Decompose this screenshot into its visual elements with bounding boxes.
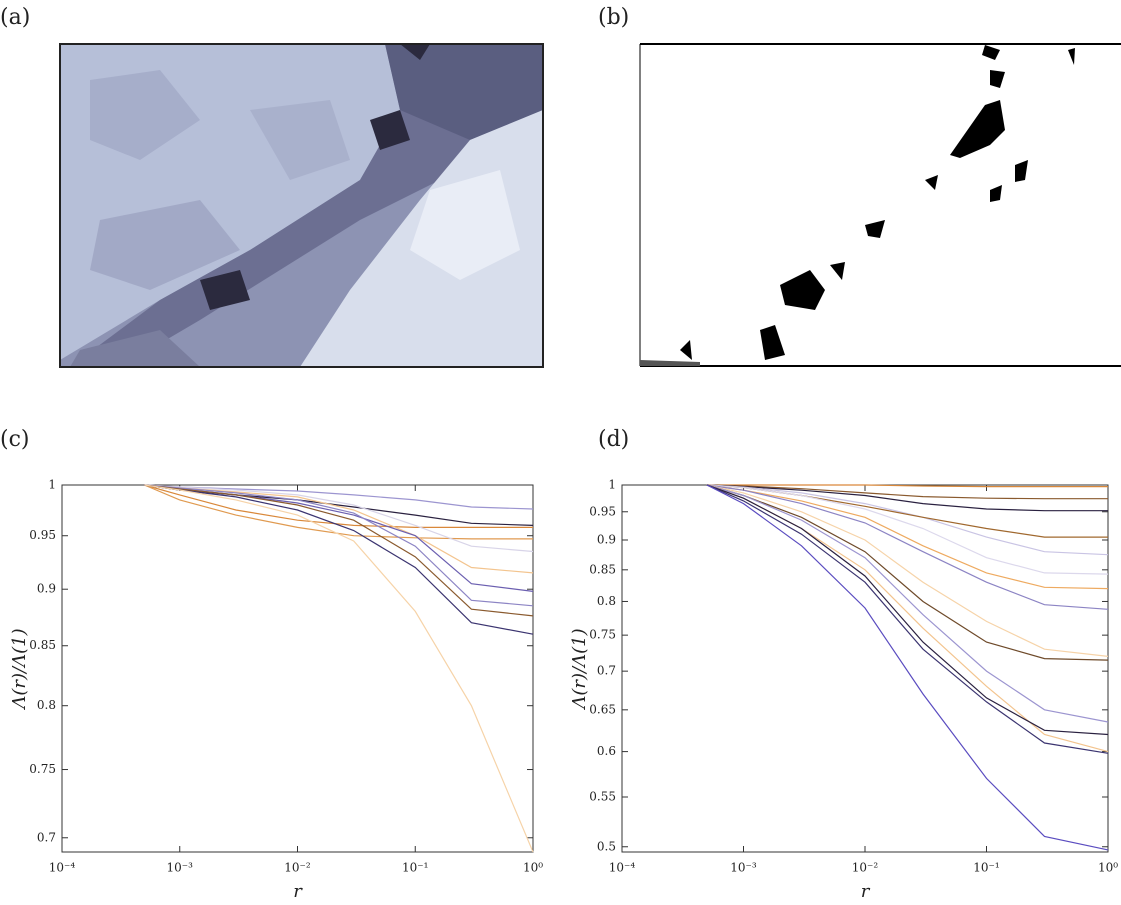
line: [706, 484, 1109, 753]
x-tick-label: 10⁻⁴: [609, 861, 636, 875]
line: [706, 484, 1108, 512]
x-tick-label: 10⁻²: [284, 861, 311, 875]
line: [706, 484, 1109, 851]
panel-label: (b): [598, 5, 629, 30]
photo: [59, 43, 544, 368]
line: [144, 484, 534, 607]
plot-frame: [61, 484, 534, 853]
x-tick-label: 10⁻¹: [402, 861, 428, 875]
y-tick-label: 0.6: [597, 744, 616, 758]
line: [706, 484, 1108, 500]
x-tick-label: 10⁻³: [730, 861, 757, 875]
y-tick-label: 1: [48, 478, 56, 492]
y-tick-label: 0.7: [597, 664, 616, 678]
x-tick-label: 10⁰: [1098, 861, 1118, 875]
panel-label: (c): [0, 427, 30, 452]
binary-image: [639, 43, 1121, 367]
panel-label: (a): [0, 5, 30, 30]
line: [144, 484, 534, 553]
line: [706, 484, 1109, 723]
line: [144, 484, 534, 853]
y-tick-label: 0.9: [597, 532, 616, 546]
y-tick-label: 0.95: [589, 504, 616, 518]
line: [144, 484, 534, 617]
y-axis-label: Λ(r)/Λ(1): [9, 628, 30, 710]
y-tick-label: 0.55: [589, 790, 616, 804]
y-tick-label: 0.85: [589, 562, 616, 576]
line: [706, 484, 1108, 488]
x-tick-label: 10⁻³: [167, 861, 194, 875]
line: [706, 484, 1109, 657]
x-tick-label: 10⁻¹: [973, 861, 999, 875]
panel-label: (d): [598, 427, 629, 452]
y-tick-label: 0.75: [29, 762, 56, 776]
line: [144, 484, 533, 540]
y-tick-label: 0.65: [589, 702, 616, 716]
y-tick-label: 0.5: [597, 839, 616, 853]
x-axis-label: r: [861, 881, 871, 901]
line: [706, 484, 1109, 556]
y-tick-label: 0.75: [589, 628, 616, 642]
line: [706, 484, 1109, 575]
line: [706, 484, 1109, 610]
y-tick-label: 1: [608, 478, 616, 492]
y-tick-label: 0.8: [37, 698, 56, 712]
y-tick-label: 0.85: [29, 638, 56, 652]
x-tick-label: 10⁻²: [852, 861, 879, 875]
y-tick-label: 0.95: [29, 528, 56, 542]
x-tick-label: 10⁰: [523, 861, 543, 875]
y-tick-label: 0.7: [37, 830, 56, 844]
x-tick-label: 10⁻⁴: [49, 861, 76, 875]
line: [144, 484, 534, 574]
y-tick-label: 0.9: [37, 582, 56, 596]
line: [706, 484, 1109, 736]
line: [144, 484, 533, 528]
y-tick-label: 0.8: [597, 594, 616, 608]
x-axis-label: r: [293, 881, 303, 901]
y-axis-label: Λ(r)/Λ(1): [569, 628, 590, 710]
line: [706, 484, 1109, 754]
